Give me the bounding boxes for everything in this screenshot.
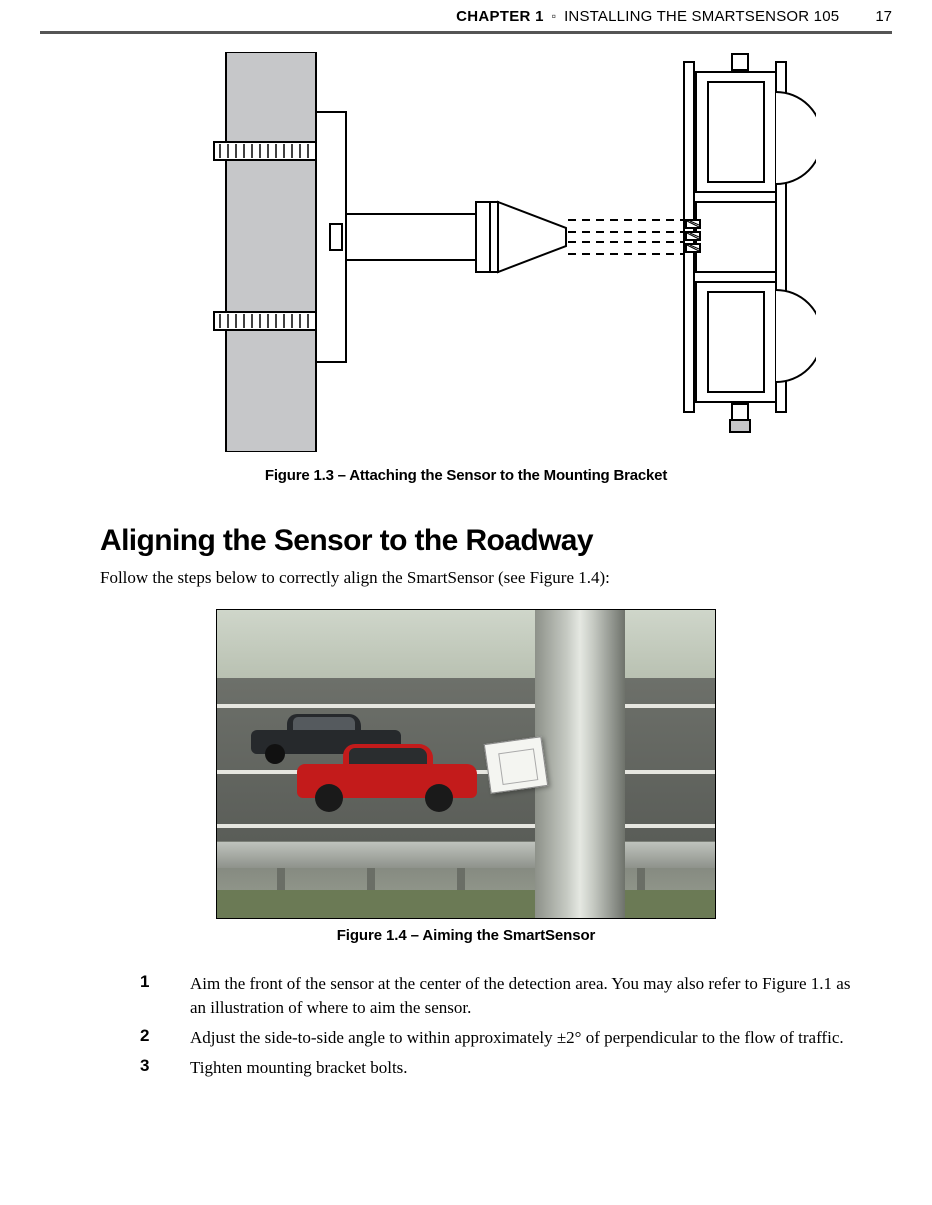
car-red [297, 742, 477, 806]
pole [535, 610, 625, 918]
lane-line [217, 704, 715, 708]
page: CHAPTER 1 ▫ INSTALLING THE SMARTSENSOR 1… [0, 0, 932, 1126]
step-text: Aim the front of the sensor at the cente… [190, 972, 862, 1020]
guardrail-post [277, 868, 285, 890]
page-number: 17 [875, 8, 892, 25]
header-rule [40, 31, 892, 34]
guardrail [217, 842, 715, 868]
page-header: CHAPTER 1 ▫ INSTALLING THE SMARTSENSOR 1… [40, 0, 892, 31]
step-item: 1 Aim the front of the sensor at the cen… [140, 972, 862, 1020]
chapter-label: CHAPTER 1 [456, 8, 544, 25]
guardrail-post [637, 868, 645, 890]
mounting-diagram-icon [116, 52, 816, 452]
step-number: 3 [140, 1056, 160, 1080]
guardrail-post [367, 868, 375, 890]
section-heading: Aligning the Sensor to the Roadway [100, 524, 892, 558]
step-item: 3 Tighten mounting bracket bolts. [140, 1056, 862, 1080]
figure-1-3-caption: Figure 1.3 – Attaching the Sensor to the… [40, 467, 892, 484]
section-intro: Follow the steps below to correctly alig… [100, 566, 892, 591]
steps-list: 1 Aim the front of the sensor at the cen… [140, 972, 862, 1081]
grass [217, 890, 715, 918]
separator-icon: ▫ [552, 9, 556, 23]
chapter-title: INSTALLING THE SMARTSENSOR 105 [564, 8, 839, 25]
figure-1-3 [116, 52, 816, 457]
step-item: 2 Adjust the side-to-side angle to withi… [140, 1026, 862, 1050]
step-text: Adjust the side-to-side angle to within … [190, 1026, 844, 1050]
step-text: Tighten mounting bracket bolts. [190, 1056, 408, 1080]
guardrail-post [457, 868, 465, 890]
mounted-sensor [484, 736, 548, 794]
figure-1-4-caption: Figure 1.4 – Aiming the SmartSensor [40, 927, 892, 944]
step-number: 1 [140, 972, 160, 1020]
lane-line [217, 824, 715, 828]
step-number: 2 [140, 1026, 160, 1050]
figure-1-4 [216, 609, 716, 919]
